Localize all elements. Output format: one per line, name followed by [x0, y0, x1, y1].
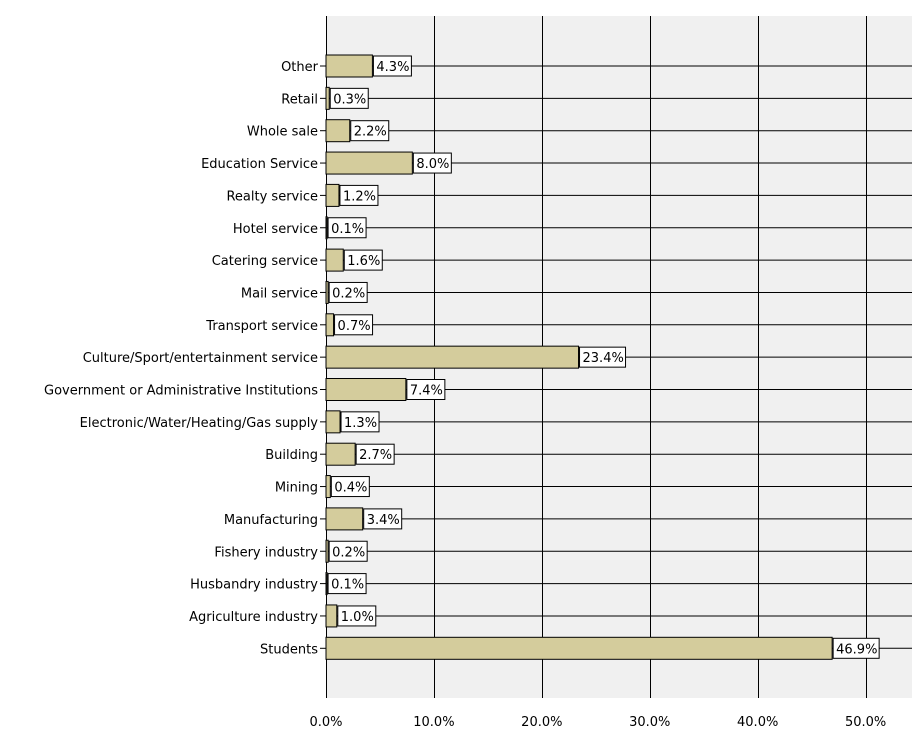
data-label-box-5	[327, 217, 367, 239]
data-label-box-6	[343, 249, 383, 271]
data-label-10: 7.4%	[410, 384, 443, 399]
x-tick-label-4: 40.0%	[737, 715, 778, 730]
bar-14	[325, 507, 364, 531]
bar-7	[325, 280, 329, 304]
data-label-box-8	[334, 314, 374, 336]
data-label-box-14	[363, 508, 403, 530]
category-label-6: Catering service	[212, 254, 318, 269]
data-label-box-12	[355, 443, 395, 465]
bar-15	[325, 539, 329, 563]
category-label-16: Husbandry industry	[190, 578, 318, 593]
bar-6	[325, 248, 344, 272]
category-label-4: Realty service	[226, 189, 318, 204]
data-label-3: 8.0%	[416, 157, 449, 172]
category-label-10: Government or Administrative Institution…	[44, 384, 318, 399]
bar-3	[325, 151, 413, 175]
data-label-box-2	[350, 120, 390, 142]
data-label-box-10	[406, 379, 446, 400]
data-label-box-18	[832, 637, 880, 659]
bar-1	[325, 86, 330, 110]
data-label-12: 2.7%	[359, 448, 392, 463]
category-label-12: Building	[265, 448, 318, 463]
data-label-0: 4.3%	[376, 60, 409, 75]
data-label-9: 23.4%	[583, 351, 624, 366]
data-label-box-11	[340, 411, 380, 433]
x-tick-label-2: 20.0%	[521, 715, 562, 730]
data-label-box-13	[330, 476, 370, 498]
bar-9	[325, 345, 580, 369]
category-label-3: Education Service	[201, 157, 318, 172]
category-label-7: Mail service	[241, 286, 318, 301]
data-label-18: 46.9%	[836, 642, 877, 657]
category-label-1: Retail	[281, 92, 318, 107]
bar-4	[325, 183, 340, 207]
bar-18	[325, 636, 833, 660]
bar-5	[325, 216, 328, 240]
data-label-box-4	[339, 184, 379, 206]
data-label-box-15	[328, 540, 368, 562]
data-label-box-9	[579, 346, 627, 368]
data-label-box-0	[372, 55, 412, 77]
data-label-14: 3.4%	[367, 513, 400, 528]
data-label-7: 0.2%	[332, 286, 365, 301]
data-label-1: 0.3%	[333, 92, 366, 107]
data-label-box-16	[327, 573, 367, 595]
bar-10	[325, 378, 407, 401]
category-label-18: Students	[260, 642, 318, 657]
bar-16	[325, 572, 328, 596]
category-label-9: Culture/Sport/entertainment service	[83, 351, 318, 366]
data-label-16: 0.1%	[331, 578, 364, 593]
category-label-11: Electronic/Water/Heating/Gas supply	[80, 416, 319, 431]
category-label-2: Whole sale	[247, 125, 318, 140]
data-label-8: 0.7%	[338, 319, 371, 334]
category-label-13: Mining	[275, 481, 318, 496]
data-label-box-3	[412, 152, 452, 174]
data-label-box-17	[337, 605, 377, 627]
category-label-8: Transport service	[205, 319, 318, 334]
x-tick-label-3: 30.0%	[629, 715, 670, 730]
x-tick-label-5: 50.0%	[845, 715, 886, 730]
data-label-15: 0.2%	[332, 545, 365, 560]
data-label-13: 0.4%	[334, 481, 367, 496]
bar-2	[325, 119, 351, 143]
data-label-11: 1.3%	[344, 416, 377, 431]
category-label-17: Agriculture industry	[189, 610, 318, 625]
x-tick-label-0: 0.0%	[309, 715, 342, 730]
bar-12	[325, 442, 356, 466]
category-label-5: Hotel service	[233, 222, 318, 237]
data-label-5: 0.1%	[331, 222, 364, 237]
bar-11	[325, 410, 341, 434]
bar-17	[325, 604, 338, 628]
data-label-2: 2.2%	[354, 125, 387, 140]
category-label-15: Fishery industry	[214, 545, 318, 560]
bar-8	[325, 313, 335, 337]
bar-0	[325, 54, 373, 78]
category-label-14: Manufacturing	[224, 513, 318, 528]
category-label-0: Other	[281, 60, 319, 75]
x-tick-label-1: 10.0%	[413, 715, 454, 730]
data-label-6: 1.6%	[347, 254, 380, 269]
bar-13	[325, 475, 331, 499]
data-label-box-1	[329, 87, 369, 109]
data-label-4: 1.2%	[343, 189, 376, 204]
data-label-17: 1.0%	[341, 610, 374, 625]
data-label-box-7	[328, 281, 368, 303]
